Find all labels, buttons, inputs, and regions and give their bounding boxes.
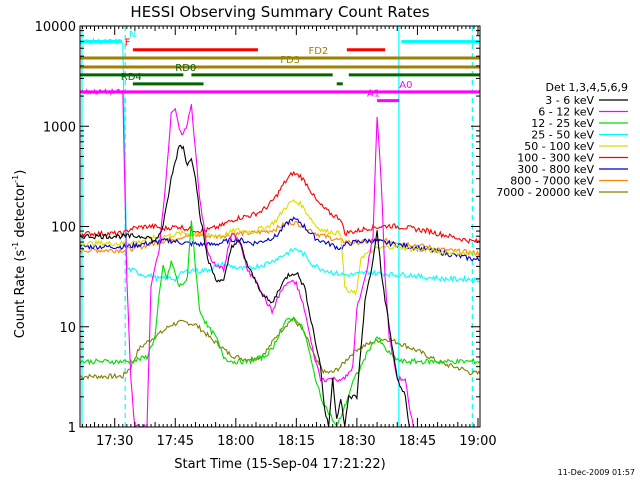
legend-entry-1: 6 - 12 keV xyxy=(538,106,594,119)
flag-label-4: RD0 xyxy=(175,63,196,74)
series-line-3 xyxy=(80,37,480,283)
series-line-5 xyxy=(80,170,480,244)
flag-label-3: FD3 xyxy=(280,55,300,66)
y-axis-label-sup-2: -1 xyxy=(11,175,20,183)
x-tick-label-6: 19:00 xyxy=(459,434,496,449)
chart-title: HESSI Observing Summary Count Rates xyxy=(130,3,429,21)
x-tick-label-2: 18:00 xyxy=(217,434,254,449)
flag-label-6: A0 xyxy=(399,80,412,91)
x-tick-label-4: 18:30 xyxy=(338,434,375,449)
observing-flags xyxy=(80,40,480,103)
series-line-7 xyxy=(80,219,480,257)
flag-label-2: FD2 xyxy=(308,46,328,57)
y-axis-label: Count Rate (s-1 detector-1) xyxy=(11,170,28,339)
series-line-0 xyxy=(80,144,410,427)
legend-entry-4: 50 - 100 keV xyxy=(524,140,594,153)
legend-entry-7: 800 - 7000 keV xyxy=(510,175,594,188)
flag-label-7: A1 xyxy=(367,89,380,100)
y-tick-label-3: 1000 xyxy=(43,120,76,135)
y-tick-label-0: 1 xyxy=(68,421,76,436)
x-tick-label-0: 17:30 xyxy=(96,434,133,449)
y-axis-label-main: Count Rate (s xyxy=(13,250,28,339)
legend-entry-2: 12 - 25 keV xyxy=(531,117,594,130)
y-tick-label-4: 10000 xyxy=(35,20,76,35)
axes: 17:30 17:45 18:00 18:15 18:30 18:45 19:00 1 10 10… xyxy=(35,20,497,449)
x-tick-label-1: 17:45 xyxy=(157,434,194,449)
y-tick-label-2: 100 xyxy=(51,221,76,236)
y-axis-label-end: ) xyxy=(13,170,28,175)
flag-label-1: F xyxy=(125,38,131,49)
y-tick-label-1: 10 xyxy=(59,321,76,336)
legend-entry-5: 100 - 300 keV xyxy=(517,152,594,165)
y-axis-label-mid: detector xyxy=(13,182,28,242)
x-axis-label: Start Time (15-Sep-04 17:21:22) xyxy=(174,457,385,472)
series-line-2 xyxy=(80,220,480,427)
series-line-4 xyxy=(80,198,480,296)
series-line-6 xyxy=(80,216,480,262)
timestamp: 11-Dec-2009 01:57 xyxy=(558,468,635,477)
legend-entry-0: 3 - 6 keV xyxy=(545,94,594,107)
legend-entry-8: 7000 - 20000 keV xyxy=(496,186,594,199)
legend-title: Det 1,3,4,5,6,9 xyxy=(545,81,628,94)
legend-entry-3: 25 - 50 keV xyxy=(531,129,594,142)
plot-area xyxy=(80,26,480,427)
x-tick-label-5: 18:45 xyxy=(399,434,436,449)
series-line-1 xyxy=(80,87,414,427)
x-tick-label-3: 18:15 xyxy=(278,434,315,449)
flag-labels: NF FD2 FD3 RD0 RD4 A0 A1 xyxy=(121,30,413,100)
series-line-8 xyxy=(80,317,480,380)
flag-label-0: N xyxy=(129,30,136,41)
legend-entry-6: 300 - 800 keV xyxy=(517,163,594,176)
flag-label-5: RD4 xyxy=(121,72,142,83)
y-axis-label-sup-1: -1 xyxy=(11,242,20,250)
